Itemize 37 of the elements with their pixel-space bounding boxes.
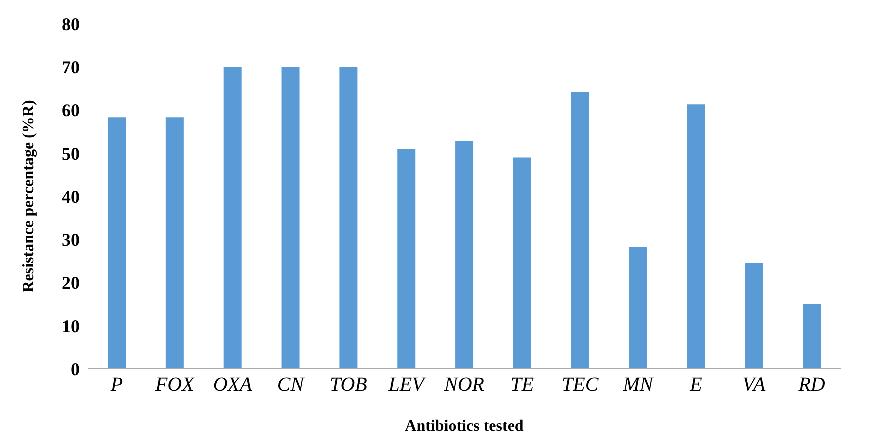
x-tick-label: NOR [444, 374, 484, 396]
bar [687, 104, 706, 369]
bar [398, 149, 416, 369]
y-tick-label: 10 [62, 316, 80, 336]
y-tick-label: 60 [62, 100, 80, 121]
x-tick-label: TOB [330, 374, 368, 396]
y-tick-label: 0 [71, 359, 80, 380]
y-tick-label: 40 [62, 186, 80, 207]
bar [340, 67, 358, 369]
y-axis-title: Resistance percentage (%R) [20, 100, 38, 293]
bar [166, 118, 184, 369]
x-tick-label: VA [742, 374, 766, 396]
y-tick-label: 80 [62, 14, 80, 34]
x-tick-label: FOX [154, 374, 196, 396]
y-tick-label: 30 [62, 230, 80, 250]
y-tick-label: 20 [62, 273, 80, 294]
x-tick-label: OXA [213, 374, 254, 396]
bar [571, 92, 590, 369]
bar [513, 158, 532, 369]
x-tick-label: RD [798, 374, 826, 396]
bar [745, 263, 764, 369]
bar [456, 141, 474, 369]
bar [803, 304, 822, 369]
bar [224, 67, 242, 369]
x-tick-label: P [110, 374, 124, 396]
x-tick-label: LEV [388, 374, 428, 396]
x-tick-label: MN [622, 374, 655, 396]
bar [282, 67, 300, 369]
bar [629, 246, 648, 369]
y-tick-label: 70 [62, 58, 80, 78]
x-tick-label: E [689, 374, 702, 396]
x-tick-label: CN [277, 374, 306, 396]
bar [108, 118, 126, 369]
x-tick-label: TEC [562, 374, 600, 396]
y-tick-label: 50 [62, 144, 80, 164]
x-axis-title: Antibiotics tested [405, 418, 524, 435]
x-tick-label: TE [510, 374, 534, 396]
